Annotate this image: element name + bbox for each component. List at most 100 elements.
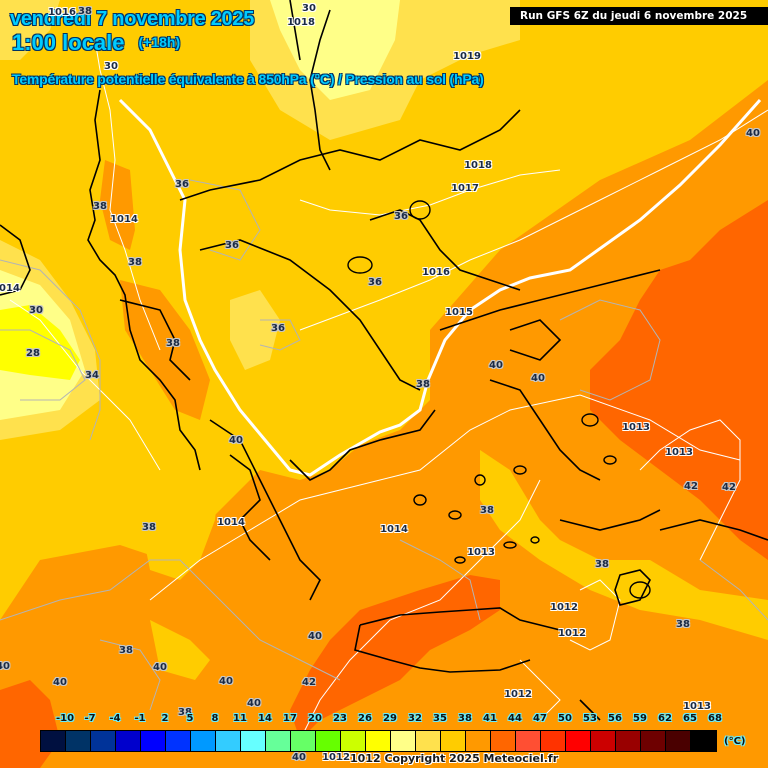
isobar-label: 30 [302,3,316,14]
isotherm-label: 28 [26,348,40,359]
legend-tick: 56 [608,713,622,724]
isobar-label: 1013 [467,547,495,558]
band-35-south [150,620,210,680]
isotherm-label: 38 [595,559,609,570]
legend-tick: 14 [258,713,272,724]
isotherm-label: 38 [178,707,192,718]
coastlines [0,0,768,721]
legend-tick: 44 [508,713,522,724]
isobar-label: 1014 [380,524,408,535]
legend-swatch [366,731,391,751]
isotherm-label: 36 [225,240,239,251]
isotherm-label: 42 [722,482,736,493]
legend-swatch [291,731,316,751]
isotherm-label: 38 [93,201,107,212]
legend-swatch [91,731,116,751]
copyright: 1012 Copyright 2025 Meteociel.fr [350,752,559,765]
isotherm-label: 30 [29,305,43,316]
isobar-label: 30 [104,61,118,72]
isobar-label: 1016 [48,7,76,18]
isotherm-label: 38 [480,505,494,516]
theta-line [118,98,762,477]
band-32-center [230,290,280,370]
legend-unit: (°C) [724,736,746,747]
legend-tick: 26 [358,713,372,724]
isobar-label: 1016 [422,267,450,278]
legend-swatch [566,731,591,751]
isotherm-label: 40 [229,435,243,446]
legend-tick: 23 [333,713,347,724]
legend-swatch [216,731,241,751]
isotherm-label: 36 [394,211,408,222]
isotherm-label: 38 [166,338,180,349]
isobar-label: 1013 [665,447,693,458]
legend-swatch [266,731,291,751]
isotherm-label: 38 [78,6,92,17]
isotherm-label: 34 [85,370,99,381]
legend-tick: 47 [533,713,547,724]
legend-swatch [641,731,666,751]
isotherms [0,179,768,711]
legend-tick: 8 [211,713,219,724]
isotherm-label: 40 [308,631,322,642]
islands [347,200,651,599]
legend-swatch [141,731,166,751]
isotherm-label: 40 [746,128,760,139]
legend-tick: -4 [109,713,121,724]
legend-tick: 29 [383,713,397,724]
isotherm-label: 36 [271,323,285,334]
legend-tick: 38 [458,713,472,724]
isobars [9,39,768,741]
isotherm-label: 38 [128,257,142,268]
isotherm-label: 40 [292,752,306,763]
legend-tick: 32 [408,713,422,724]
isotherm-label: 40 [531,373,545,384]
band-28-west [0,305,80,380]
legend-tick: -1 [134,713,146,724]
legend-tick: 5 [186,713,194,724]
legend-swatch [541,731,566,751]
isobar-label: 1012 [550,602,578,613]
isobar-label: 1018 [464,160,492,171]
isobar-label: 1019 [453,51,481,62]
legend-tick: 20 [308,713,322,724]
band-38-east [0,80,768,768]
legend-tick: 50 [558,713,572,724]
legend-swatch [66,731,91,751]
legend-swatch [416,731,441,751]
isotherm-label: 40 [0,661,10,672]
isobar-label: 1017 [451,183,479,194]
legend-tick: 2 [161,713,169,724]
legend-swatch [441,731,466,751]
band-38-italy-heel [120,280,210,420]
legend-tick: 53 [583,713,597,724]
legend-swatch [591,731,616,751]
isotherm-label: 38 [676,619,690,630]
isobar-label: 1018 [287,17,315,28]
legend-tick: -7 [84,713,96,724]
legend-tick: 41 [483,713,497,724]
band-41-crete [290,575,500,740]
isobar-label: 1014 [0,283,20,294]
color-legend [40,730,717,752]
forecast-time: 1:00 locale (+18h) [12,30,180,56]
band-38-adriatic [100,160,135,250]
isobar-label: 1013 [622,422,650,433]
isobar-label: 1015 [445,307,473,318]
legend-swatch [516,731,541,751]
legend-swatch [666,731,691,751]
band-32-northwest [0,0,60,60]
legend-tick: 35 [433,713,447,724]
legend-tick: 68 [708,713,722,724]
legend-swatch [616,731,641,751]
isobar-label: 1013 [683,701,711,712]
isotherm-label: 38 [416,379,430,390]
legend-tick: 11 [233,713,247,724]
forecast-date: vendredi 7 novembre 2025 [10,8,255,30]
band-35-aegean [480,450,768,640]
legend-tick: 65 [683,713,697,724]
isotherm-label: 40 [247,698,261,709]
isotherm-label: 42 [302,677,316,688]
isobar-label: 1014 [110,214,138,225]
legend-swatch [116,731,141,751]
